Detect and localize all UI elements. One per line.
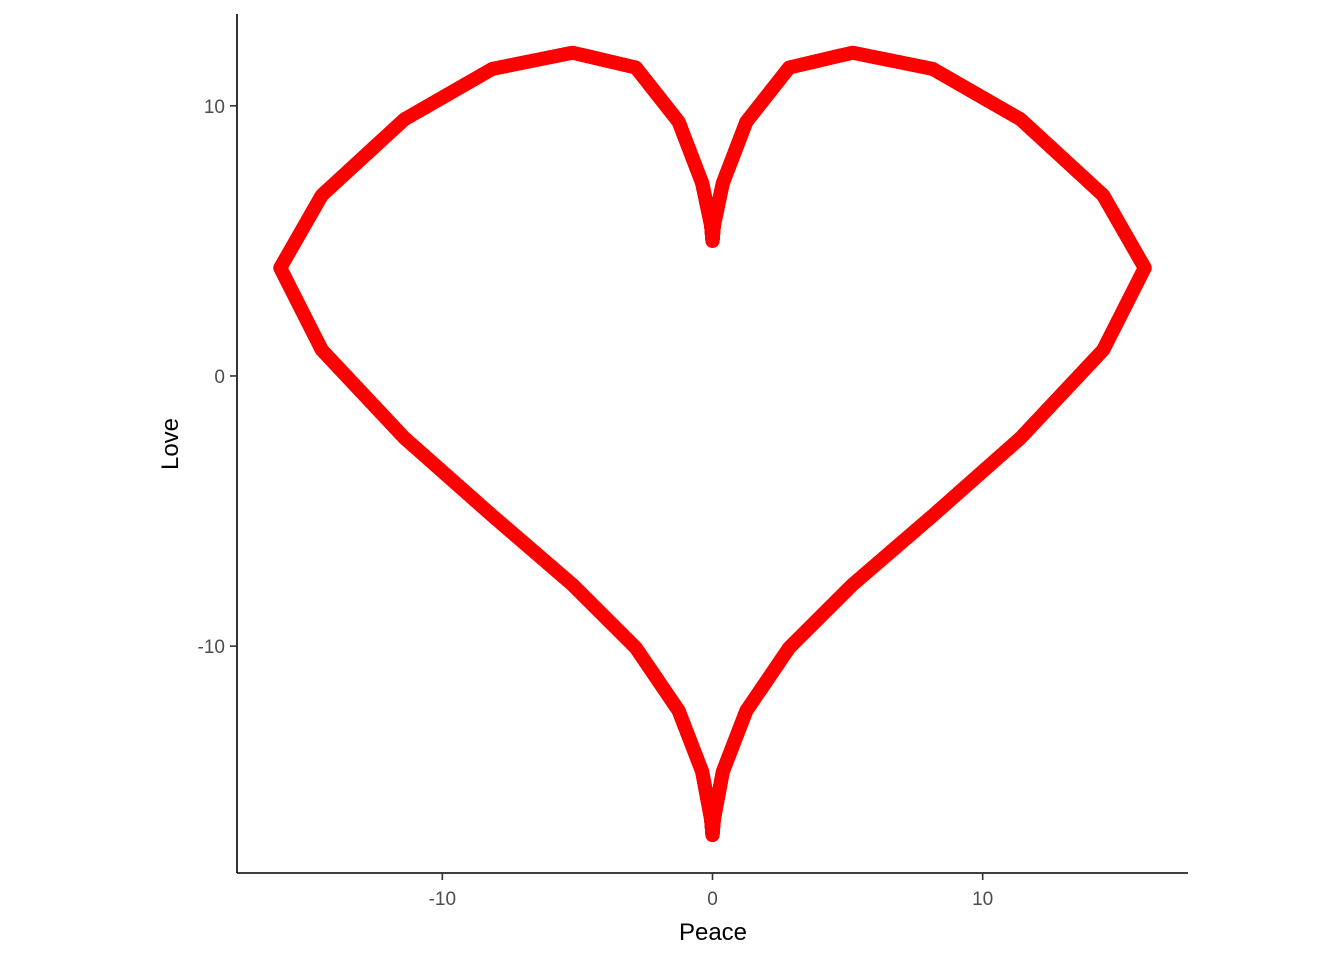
y-tick-label: 10 — [204, 97, 225, 118]
data-points-layer — [273, 45, 1152, 843]
x-axis-title: Peace — [679, 919, 747, 946]
x-ticks-layer: -10 0 10 — [429, 873, 993, 910]
data-point — [705, 233, 720, 248]
y-axis-title: Love — [157, 418, 184, 470]
x-tick-label: 0 — [707, 889, 718, 910]
y-tick-label: -10 — [198, 637, 225, 658]
x-tick-label: -10 — [429, 889, 456, 910]
x-tick-label: 10 — [972, 889, 993, 910]
y-tick-label: 0 — [214, 367, 225, 388]
y-ticks-layer: 10 0 -10 — [198, 97, 237, 658]
